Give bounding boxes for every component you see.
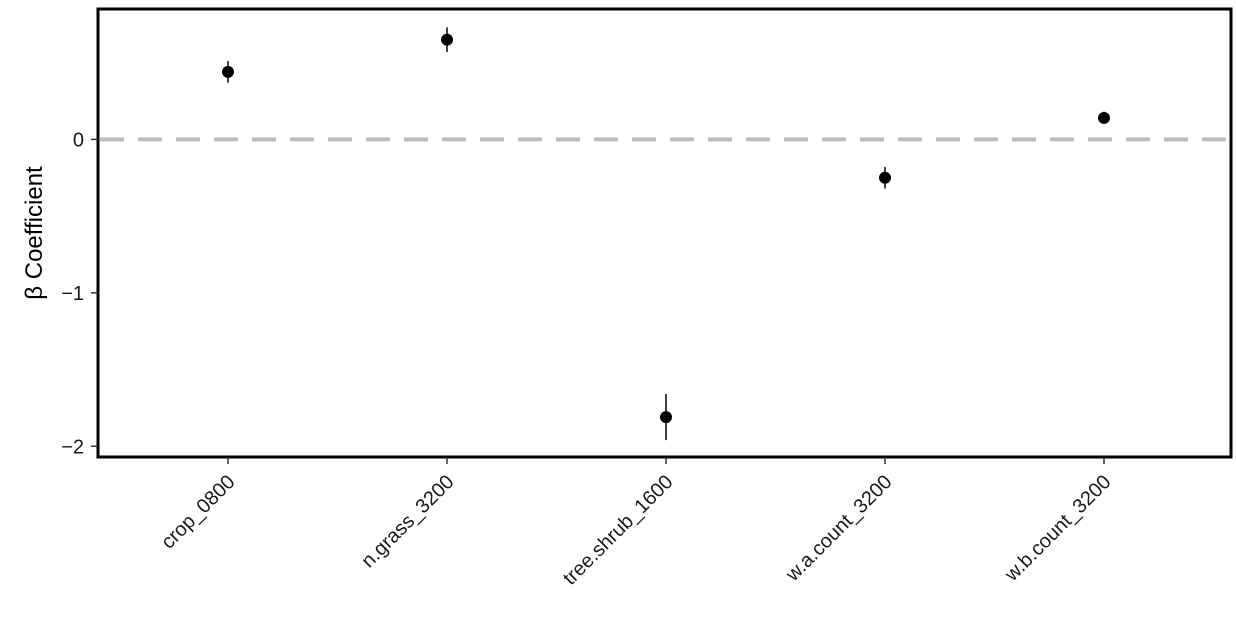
y-tick-label: 0 — [73, 129, 84, 151]
y-axis-title: β Coefficient — [21, 166, 48, 300]
x-tick-label: n.grass_3200 — [357, 471, 458, 572]
data-point — [441, 33, 453, 46]
data-point — [222, 65, 234, 78]
plot-panel-border — [96, 7, 1233, 459]
data-point — [660, 411, 672, 424]
y-tick-label: −1 — [61, 283, 84, 305]
x-tick-label: crop_0800 — [157, 471, 239, 553]
y-axis: −2 −1 0 — [61, 129, 98, 458]
x-tick-label: tree.shrub_1600 — [559, 471, 678, 590]
x-axis: crop_0800 n.grass_3200 tree.shrub_1600 w.a.… — [157, 457, 1116, 590]
data-point — [1098, 111, 1110, 124]
x-tick-label: w.a.count_3200 — [781, 471, 896, 586]
data-point — [879, 171, 891, 184]
error-bar-layer — [227, 27, 1105, 441]
point-layer — [222, 33, 1110, 424]
x-tick-label: w.b.count_3200 — [1000, 471, 1115, 586]
y-tick-label: −2 — [61, 436, 84, 458]
